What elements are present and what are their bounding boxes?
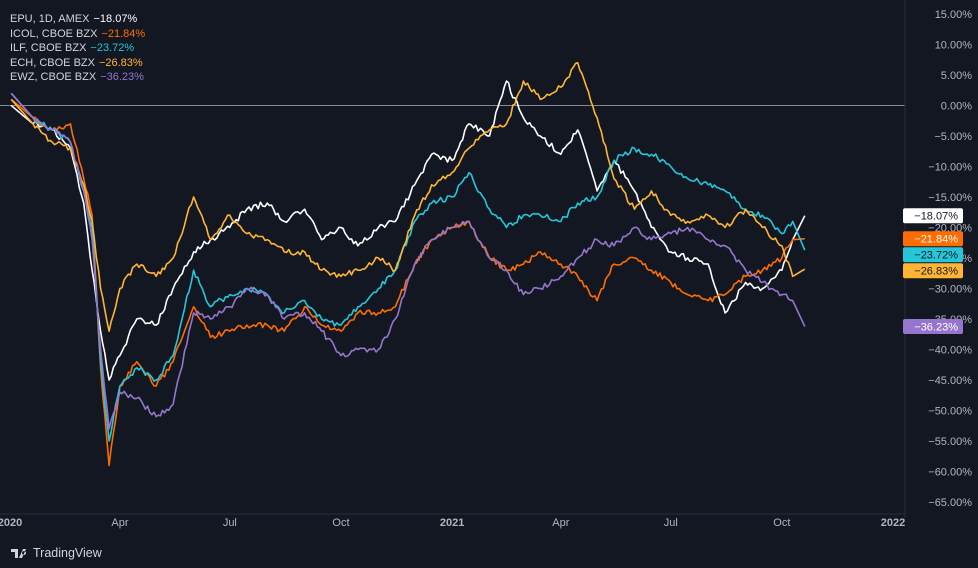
last-value-text: −18.07% — [914, 211, 958, 223]
x-tick-label: 2022 — [881, 517, 905, 529]
legend-series-value: −23.72% — [90, 42, 135, 54]
x-axis-labels: 2020 Apr Jul Oct 2021 Apr Jul Oct 2022 — [0, 517, 905, 529]
y-tick-label: −40.00% — [928, 345, 972, 357]
x-tick-label: Oct — [332, 517, 349, 529]
y-tick-label: −15.00% — [928, 192, 972, 204]
x-tick-label: Apr — [552, 517, 569, 529]
y-axis-labels: 15.00% 10.00% 5.00% 0.00% −5.00% −10.00% −15.0… — [928, 9, 972, 509]
last-value-label-epu: −18.07% — [903, 208, 963, 224]
last-value-text: −23.72% — [914, 250, 958, 262]
series-line-epu[interactable] — [10, 80, 806, 381]
legend-series-name: ICOL, CBOE BZX — [10, 27, 98, 40]
y-tick-label: −30.00% — [928, 284, 972, 296]
tradingview-logo-icon — [10, 546, 30, 560]
x-tick-label: 2020 — [0, 517, 22, 529]
tradingview-brand[interactable]: TradingView — [10, 546, 102, 560]
legend-item-epu[interactable]: EPU, 1D, AMEX −18.07% — [10, 12, 145, 27]
legend-series-name: ECH, CBOE BZX — [10, 56, 95, 69]
x-tick-label: Apr — [111, 517, 128, 529]
last-value-label-ewz: −36.23% — [903, 319, 963, 335]
y-tick-label: −10.00% — [928, 162, 972, 174]
y-tick-label: 15.00% — [935, 9, 973, 21]
last-value-badge — [903, 231, 963, 247]
y-tick-label: −45.00% — [928, 375, 972, 387]
legend-series-value: −26.83% — [98, 56, 143, 69]
legend-item-ilf[interactable]: ILF, CBOE BZX −23.72% — [10, 41, 145, 56]
legend-item-icol[interactable]: ICOL, CBOE BZX −21.84% — [10, 27, 145, 42]
y-tick-label: 10.00% — [935, 40, 973, 52]
series-legend: EPU, 1D, AMEX −18.07% ICOL, CBOE BZX −21.84… — [10, 12, 145, 85]
last-value-badge — [903, 319, 963, 335]
legend-series-name: EWZ, CBOE BZX — [10, 71, 97, 83]
legend-item-ewz[interactable]: EWZ, CBOE BZX −36.23% — [10, 70, 145, 85]
legend-item-ech[interactable]: ECH, CBOE BZX −26.83% — [10, 56, 145, 71]
brand-label: TradingView — [33, 546, 102, 560]
series-lines — [10, 62, 806, 467]
x-tick-label: Jul — [664, 517, 678, 529]
last-value-badge — [903, 247, 963, 263]
y-tick-label: −60.00% — [928, 467, 972, 479]
last-value-badge — [903, 208, 963, 224]
last-value-label-ilf: −23.72% — [903, 247, 963, 263]
y-tick-label: −5.00% — [934, 131, 972, 143]
y-tick-label: 0.00% — [941, 101, 972, 113]
x-tick-label: 2021 — [440, 517, 464, 529]
x-tick-label: Oct — [773, 517, 790, 529]
y-tick-label: −55.00% — [928, 436, 972, 448]
legend-series-value: −36.23% — [100, 71, 144, 83]
last-value-text: −26.83% — [914, 266, 958, 278]
x-tick-label: Jul — [223, 517, 237, 529]
last-value-labels: −18.07% −21.84% −23.72% −26.83% −36.23% — [903, 208, 963, 335]
series-line-ewz[interactable] — [10, 92, 806, 430]
series-line-ech[interactable] — [10, 62, 806, 332]
legend-series-name: EPU, 1D, AMEX — [10, 13, 90, 25]
last-value-label-icol: −21.84% — [903, 231, 963, 247]
legend-series-name: ILF, CBOE BZX — [10, 42, 87, 54]
legend-series-value: −18.07% — [93, 13, 138, 25]
y-tick-label: 5.00% — [941, 70, 972, 82]
y-tick-label: −50.00% — [928, 406, 972, 418]
last-value-text: −36.23% — [914, 322, 958, 334]
last-value-badge — [903, 263, 963, 279]
last-value-text: −21.84% — [914, 234, 958, 246]
series-line-ilf[interactable] — [10, 92, 806, 442]
last-value-label-ech: −26.83% — [903, 263, 963, 279]
legend-series-value: −21.84% — [101, 27, 146, 40]
y-tick-label: −65.00% — [928, 497, 972, 509]
